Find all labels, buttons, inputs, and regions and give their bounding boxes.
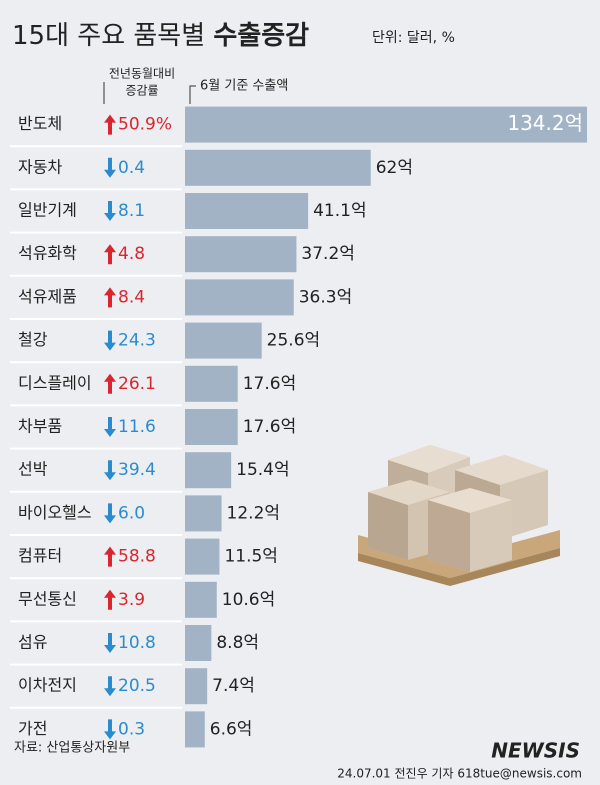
change-label: 24.3 bbox=[118, 331, 156, 351]
change-label: 3.9 bbox=[118, 590, 145, 610]
bar bbox=[185, 581, 217, 618]
value-label: 11.5억 bbox=[224, 547, 278, 567]
change-arrow bbox=[104, 460, 116, 481]
value-label: 17.6억 bbox=[243, 417, 297, 437]
value-label: 36.3억 bbox=[299, 287, 353, 307]
change-label: 26.1 bbox=[118, 374, 156, 394]
value-label: 17.6억 bbox=[243, 374, 297, 394]
category-label: 이차전지 bbox=[18, 676, 77, 695]
bar bbox=[185, 711, 205, 748]
category-label: 자동차 bbox=[18, 157, 62, 176]
value-header: 6월 기준 수출액 bbox=[200, 79, 288, 94]
bar bbox=[185, 279, 294, 316]
change-arrow bbox=[104, 546, 116, 567]
change-header: 전년동월대비 bbox=[109, 67, 175, 81]
change-label: 6.0 bbox=[118, 503, 145, 523]
bar bbox=[185, 452, 232, 489]
title-text: 15대 주요 품목별 bbox=[12, 21, 205, 51]
category-label: 석유화학 bbox=[18, 244, 77, 263]
value-label: 25.6억 bbox=[267, 331, 321, 351]
category-label: 일반기계 bbox=[18, 201, 77, 220]
chart-title: 15대 주요 품목별 수출증감 bbox=[12, 21, 309, 51]
category-label: 선박 bbox=[18, 460, 48, 479]
value-label: 12.2억 bbox=[227, 503, 281, 523]
bar bbox=[185, 409, 238, 445]
value-label: 7.4억 bbox=[212, 676, 255, 696]
change-label: 10.8 bbox=[118, 633, 156, 653]
bar bbox=[185, 193, 309, 229]
category-label: 디스플레이 bbox=[18, 373, 92, 392]
category-label: 무선통신 bbox=[18, 589, 77, 608]
category-label: 바이오헬스 bbox=[18, 503, 92, 522]
category-label: 석유제품 bbox=[18, 287, 77, 306]
change-header: 증감률 bbox=[125, 84, 158, 98]
unit: 단위: 달러, % bbox=[372, 30, 455, 46]
change-arrow bbox=[104, 719, 116, 740]
value-label: 8.8억 bbox=[216, 633, 259, 653]
change-arrow bbox=[104, 330, 116, 351]
category-label: 컴퓨터 bbox=[18, 546, 62, 565]
change-arrow bbox=[104, 417, 116, 437]
credit: 24.07.01 전진우 기자 618tue@newsis.com bbox=[337, 767, 582, 781]
header-pointer bbox=[189, 85, 196, 104]
bar bbox=[185, 322, 262, 359]
change-label: 0.3 bbox=[118, 719, 145, 739]
change-label: 8.4 bbox=[118, 287, 145, 307]
change-label: 58.8 bbox=[118, 547, 156, 567]
value-label: 15.4억 bbox=[236, 460, 290, 480]
change-arrow bbox=[104, 244, 116, 265]
value-label: 10.6억 bbox=[222, 590, 276, 610]
value-label: 62억 bbox=[376, 158, 413, 178]
source: 자료: 산업통상자원부 bbox=[14, 741, 130, 756]
change-arrow bbox=[104, 201, 116, 221]
value-label: 37.2억 bbox=[301, 244, 355, 264]
change-label: 39.4 bbox=[118, 460, 156, 480]
bar bbox=[185, 365, 238, 402]
change-label: 0.4 bbox=[118, 158, 145, 178]
change-arrow bbox=[104, 114, 116, 135]
bar bbox=[185, 668, 208, 705]
category-label: 반도체 bbox=[18, 114, 62, 133]
bar bbox=[185, 236, 297, 273]
change-arrow bbox=[104, 676, 116, 697]
category-label: 차부품 bbox=[18, 417, 62, 436]
bar bbox=[185, 625, 212, 661]
change-arrow bbox=[104, 503, 116, 524]
change-arrow bbox=[104, 157, 116, 178]
value-label: 41.1억 bbox=[313, 201, 367, 221]
bar bbox=[185, 538, 220, 575]
category-label: 섬유 bbox=[18, 633, 47, 652]
value-label: 134.2억 bbox=[507, 111, 583, 135]
logo: NEWSIS bbox=[491, 739, 580, 763]
boxes-illustration bbox=[358, 445, 560, 586]
change-label: 4.8 bbox=[118, 244, 145, 264]
bar bbox=[185, 495, 222, 532]
change-arrow bbox=[104, 287, 116, 308]
category-label: 철강 bbox=[18, 330, 48, 349]
value-label: 6.6억 bbox=[210, 719, 253, 739]
change-label: 20.5 bbox=[118, 676, 156, 696]
change-arrow bbox=[104, 589, 116, 610]
change-label: 8.1 bbox=[118, 201, 145, 221]
bar bbox=[185, 106, 587, 143]
change-arrow bbox=[104, 633, 116, 653]
change-label: 50.9% bbox=[118, 115, 172, 135]
change-label: 11.6 bbox=[118, 417, 156, 437]
title-emphasis: 수출증감 bbox=[213, 21, 309, 51]
category-label: 가전 bbox=[18, 719, 47, 738]
bar bbox=[185, 149, 371, 186]
change-arrow bbox=[104, 373, 116, 394]
